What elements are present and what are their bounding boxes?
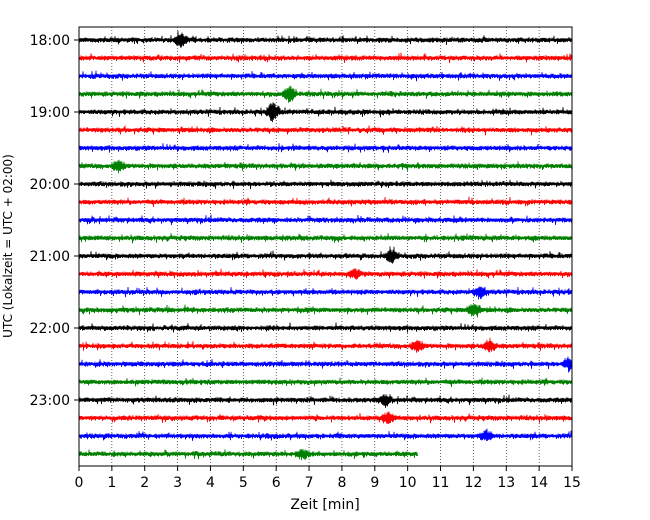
seismogram-trace [78,85,573,103]
seismogram-trace [78,322,573,333]
seismogram-trace [78,394,573,408]
seismogram-trace [78,411,573,424]
x-axis-label: Zeit [min] [290,497,359,513]
seismogram-trace [78,304,573,318]
x-tick-label: 5 [239,475,248,491]
seismogram-trace [78,246,573,264]
seismogram-trace [78,214,573,226]
x-tick-label: 6 [272,475,281,491]
seismogram-trace [78,337,573,353]
seismogram-trace [78,52,573,64]
seismogram-trace [78,356,573,373]
x-tick-label: 12 [464,475,482,491]
x-tick-label: 9 [370,475,379,491]
x-tick-label: 2 [140,475,149,491]
x-tick-label: 3 [173,475,182,491]
seismogram-trace [78,159,573,174]
x-tick-label: 7 [305,475,314,491]
grid-lines [111,27,540,466]
x-tick-label: 11 [432,475,450,491]
seismogram-trace [78,286,573,300]
plot-frame [78,26,573,467]
y-axis-label: UTC (Lokalzeit = UTC + 02:00) [1,154,15,338]
seismogram-trace [78,428,573,442]
seismogram-trace [78,102,573,123]
y-tick-label: 20:00 [30,177,70,193]
x-tick-label: 0 [75,475,84,491]
x-tick-label: 14 [530,475,548,491]
y-tick-label: 18:00 [30,33,70,49]
y-tick-label: 23:00 [30,393,70,409]
x-tick-label: 4 [206,475,215,491]
x-tick-label: 8 [337,475,346,491]
seismogram-trace [78,30,573,48]
trace-layer [78,30,573,461]
x-tick-label: 10 [399,475,417,491]
y-tick-label: 21:00 [30,249,70,265]
seismogram-trace [78,196,573,208]
seismogram-trace [78,143,573,153]
seismogram-trace [78,233,573,244]
seismogram-trace [78,70,573,82]
seismogram-trace [78,267,573,280]
x-tick-label: 15 [563,475,581,491]
x-tick-label: 1 [107,475,116,491]
y-tick-label: 19:00 [30,105,70,121]
seismogram-trace [78,125,573,136]
x-tick-label: 13 [497,475,515,491]
y-tick-label: 22:00 [30,321,70,337]
y-axis-ticks: 18:00 19:00 20:00 21:00 22:00 23:00 [30,33,79,409]
seismogram-trace [78,448,418,461]
seismogram-trace [78,179,573,190]
seismogram-trace [78,377,573,388]
x-axis-ticks: 0 1 2 3 4 5 6 7 8 9 10 11 12 13 14 15 [75,466,581,491]
